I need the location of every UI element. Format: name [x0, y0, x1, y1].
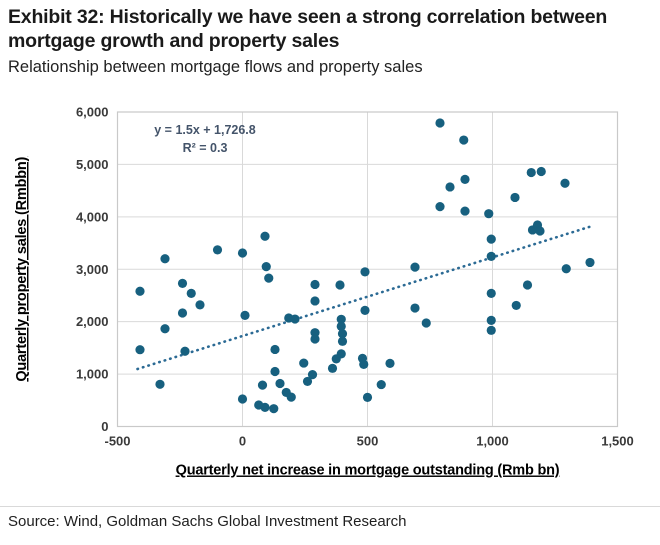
data-point — [486, 315, 496, 325]
data-point — [337, 336, 348, 346]
y-tick-label: 5,000 — [76, 157, 109, 172]
data-point — [435, 118, 445, 128]
data-point — [270, 366, 280, 377]
data-point — [327, 363, 338, 373]
data-point — [460, 206, 470, 216]
y-tick-label: 2,000 — [76, 314, 109, 329]
data-point — [560, 178, 570, 188]
chart-header: Exhibit 32: Historically we have seen a … — [0, 0, 660, 77]
data-point — [435, 202, 445, 212]
data-point — [299, 358, 309, 368]
data-point — [486, 325, 496, 335]
data-point — [135, 286, 145, 296]
data-point — [445, 182, 455, 192]
trendline — [136, 224, 594, 371]
data-point — [511, 300, 521, 311]
data-point — [331, 354, 341, 364]
data-point — [264, 273, 274, 283]
data-point — [257, 380, 268, 390]
data-point — [561, 264, 571, 274]
data-point — [421, 318, 431, 328]
data-point — [410, 262, 420, 272]
data-point — [336, 321, 346, 331]
data-point — [286, 392, 296, 402]
y-tick-label: 1,000 — [76, 367, 109, 382]
data-point — [336, 314, 346, 324]
data-point — [302, 376, 313, 387]
exhibit-title: Exhibit 32: Historically we have seen a … — [8, 6, 608, 52]
y-axis-label: Quarterly property sales (Rmbbn) — [14, 156, 30, 381]
data-point — [269, 404, 279, 414]
data-point — [237, 394, 248, 404]
y-tick-label: 3,000 — [76, 262, 109, 277]
data-point — [410, 303, 420, 313]
y-tick-label: 0 — [101, 419, 108, 434]
data-point — [261, 262, 271, 272]
data-point — [310, 328, 320, 338]
data-point — [310, 296, 320, 306]
data-point — [212, 245, 223, 255]
data-point — [522, 280, 533, 290]
data-point — [585, 257, 595, 268]
data-point — [359, 359, 369, 369]
data-point — [195, 300, 205, 310]
data-point — [135, 345, 145, 355]
scatter-chart: 0 1,000 2,000 3,000 4,000 5,000 6,000 -500 0 500 1… — [0, 96, 660, 492]
data-point — [360, 267, 370, 277]
x-axis-label: Quarterly net increase in mortgage outst… — [176, 463, 560, 479]
data-point — [160, 324, 170, 334]
x-tick-label: 0 — [239, 434, 246, 449]
data-point — [307, 370, 318, 380]
data-point — [510, 192, 520, 203]
data-point — [460, 174, 470, 184]
trendline-equation: y = 1.5x + 1,726.8 — [154, 123, 256, 137]
exhibit-subtitle: Relationship between mortgage flows and … — [8, 57, 423, 76]
data-point — [260, 402, 270, 412]
data-point — [459, 135, 469, 145]
data-point — [260, 231, 270, 241]
data-point — [160, 254, 170, 264]
data-point — [310, 334, 320, 344]
x-tick-label: 500 — [357, 434, 379, 449]
footer-divider — [0, 506, 660, 507]
plot-border — [116, 111, 619, 428]
data-point — [177, 278, 188, 289]
y-tick-label: 4,000 — [76, 209, 109, 224]
source-line: Source: Wind, Goldman Sachs Global Inves… — [8, 513, 407, 530]
data-point — [275, 378, 285, 389]
data-point — [155, 379, 165, 389]
data-point — [240, 310, 250, 320]
data-point — [186, 288, 196, 298]
x-tick-label: 1,000 — [476, 434, 509, 449]
data-point — [526, 167, 536, 178]
data-point — [486, 251, 496, 262]
data-point — [180, 346, 190, 356]
data-point — [484, 209, 494, 219]
x-tick-label: 1,500 — [601, 434, 634, 449]
x-tick-label: -500 — [104, 434, 130, 449]
data-point — [486, 288, 496, 298]
data-point — [376, 379, 386, 390]
data-point — [310, 279, 320, 290]
trendline-r2: R² = 0.3 — [183, 141, 228, 155]
data-point — [535, 226, 545, 236]
data-point — [290, 314, 300, 324]
data-point — [337, 329, 348, 339]
data-point — [335, 280, 345, 290]
data-point — [237, 248, 248, 258]
y-tick-label: 6,000 — [76, 105, 109, 120]
data-point — [270, 344, 280, 355]
data-point — [385, 358, 395, 368]
data-point — [362, 392, 373, 403]
data-point — [536, 166, 546, 177]
data-point — [177, 308, 188, 318]
data-point — [486, 234, 496, 244]
data-point — [360, 305, 370, 315]
